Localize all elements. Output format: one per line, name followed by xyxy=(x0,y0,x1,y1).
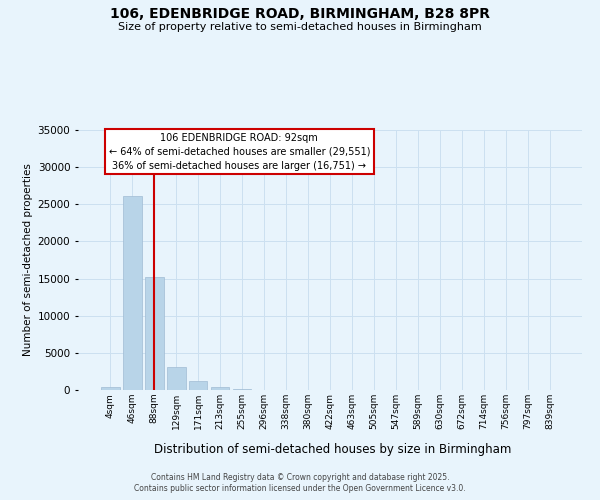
Bar xyxy=(123,196,142,390)
Text: 106, EDENBRIDGE ROAD, BIRMINGHAM, B28 8PR: 106, EDENBRIDGE ROAD, BIRMINGHAM, B28 8P… xyxy=(110,8,490,22)
Bar xyxy=(101,388,119,390)
Text: Contains public sector information licensed under the Open Government Licence v3: Contains public sector information licen… xyxy=(134,484,466,493)
Bar xyxy=(189,381,208,390)
Y-axis label: Number of semi-detached properties: Number of semi-detached properties xyxy=(23,164,34,356)
Text: Size of property relative to semi-detached houses in Birmingham: Size of property relative to semi-detach… xyxy=(118,22,482,32)
Text: 106 EDENBRIDGE ROAD: 92sqm
← 64% of semi-detached houses are smaller (29,551)
36: 106 EDENBRIDGE ROAD: 92sqm ← 64% of semi… xyxy=(109,132,370,170)
Bar xyxy=(167,367,185,390)
Text: Distribution of semi-detached houses by size in Birmingham: Distribution of semi-detached houses by … xyxy=(154,442,512,456)
Text: Contains HM Land Registry data © Crown copyright and database right 2025.: Contains HM Land Registry data © Crown c… xyxy=(151,472,449,482)
Bar xyxy=(211,387,229,390)
Bar xyxy=(233,389,251,390)
Bar xyxy=(145,277,164,390)
